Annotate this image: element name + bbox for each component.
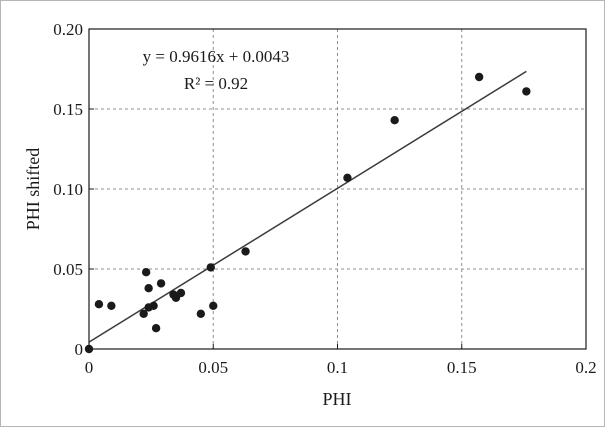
data-point [206, 263, 215, 272]
data-point [176, 288, 186, 298]
data-point [522, 87, 531, 96]
data-point [196, 309, 206, 318]
data-point [209, 301, 218, 310]
data-points [84, 72, 531, 354]
axis-ticks: 0 0.05 0.1 0.15 0.200.050.100.150.20 [53, 20, 596, 377]
data-point [241, 247, 250, 256]
y-tick-label: 0.10 [53, 180, 83, 199]
data-point [107, 301, 116, 310]
data-point [144, 284, 153, 293]
x-tick-label: 0.2 [575, 358, 596, 377]
trendline [88, 70, 527, 343]
data-point [151, 324, 161, 333]
y-tick-label: 0.20 [53, 20, 83, 39]
x-tick-label: 0.05 [198, 358, 228, 377]
y-axis-title: PHI shifted [23, 148, 43, 231]
data-point [390, 116, 399, 125]
data-point [94, 300, 104, 309]
data-point [156, 279, 166, 288]
x-tick-label: 0.1 [327, 358, 348, 377]
data-point [474, 72, 484, 82]
x-tick-label: 0 [85, 358, 94, 377]
r-squared-label: R² = 0.92 [184, 74, 248, 93]
data-point [141, 268, 151, 277]
data-point [343, 173, 352, 182]
x-tick-label: 0.15 [447, 358, 477, 377]
y-tick-label: 0 [75, 340, 84, 359]
trendline-layer [88, 70, 527, 343]
trendline-equation: y = 0.9616x + 0.0043 [143, 47, 290, 66]
data-point [84, 344, 94, 354]
y-tick-label: 0.15 [53, 100, 83, 119]
data-point [139, 309, 148, 318]
data-point [149, 301, 158, 310]
y-tick-label: 0.05 [53, 260, 83, 279]
x-axis-title: PHI [322, 389, 351, 409]
